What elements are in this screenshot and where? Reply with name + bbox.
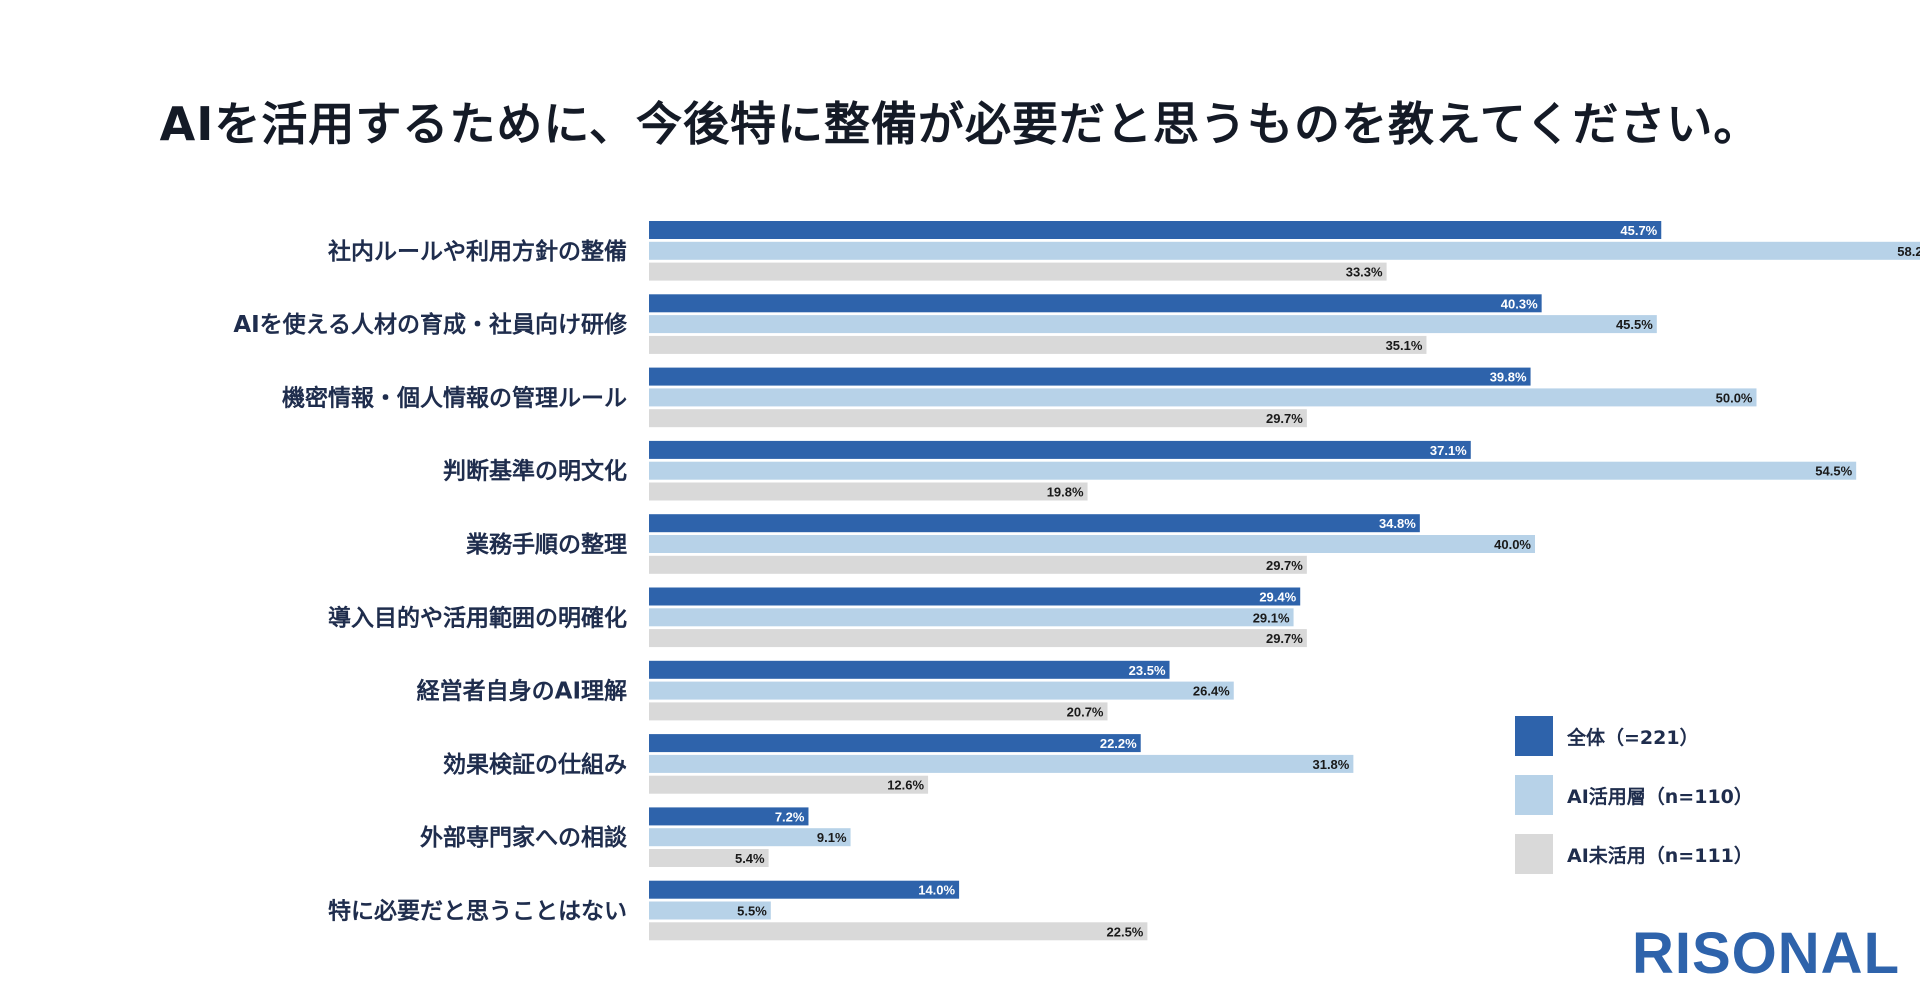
bar-ai-non-users — [649, 409, 1307, 428]
value-label-overall: 34.8% — [1379, 516, 1416, 531]
bar-overall — [649, 734, 1141, 753]
bar-overall — [649, 514, 1420, 533]
legend-item-overall: 全体（=221） — [1515, 716, 1753, 756]
value-label-ai-users: 31.8% — [1312, 757, 1349, 772]
legend-swatch-overall — [1515, 716, 1553, 756]
risonal-logo: RISONAL — [1632, 921, 1900, 986]
bar-overall — [649, 221, 1662, 239]
value-label-overall: 14.0% — [918, 883, 955, 898]
value-label-ai-users: 5.5% — [737, 904, 767, 919]
category-label: AIを使える人材の育成・社員向け研修 — [233, 311, 628, 338]
value-label-ai-non-users: 22.5% — [1107, 924, 1144, 939]
value-label-ai-users: 29.1% — [1253, 610, 1290, 625]
value-label-ai-users: 54.5% — [1815, 464, 1852, 479]
bar-ai-users — [649, 315, 1657, 334]
category-label: 判断基準の明文化 — [443, 458, 627, 485]
bar-overall — [649, 294, 1542, 313]
category-label: 外部専門家への相談 — [420, 824, 628, 851]
page-title: AIを活用するために、今後特に整備が必要だと思うものを教えてください。 — [159, 97, 1761, 151]
category-label: 特に必要だと思うことはない — [328, 898, 627, 925]
value-label-ai-users: 45.5% — [1616, 317, 1653, 332]
legend-label-ai-non-users: AI未活用（n=111） — [1567, 844, 1753, 867]
value-label-ai-non-users: 29.7% — [1266, 558, 1303, 573]
legend-swatch-ai-non-users — [1515, 834, 1553, 874]
value-label-ai-non-users: 12.6% — [887, 778, 924, 793]
value-label-overall: 37.1% — [1430, 443, 1467, 458]
bar-overall — [649, 807, 809, 826]
bar-ai-non-users — [649, 335, 1427, 354]
category-label: 経営者自身のAI理解 — [417, 678, 627, 705]
bar-ai-users — [649, 681, 1234, 700]
value-label-overall: 40.3% — [1501, 296, 1538, 311]
bar-ai-users — [649, 535, 1535, 553]
bar-ai-users — [649, 754, 1354, 773]
bar-ai-non-users — [649, 849, 769, 867]
legend-swatch-ai-users — [1515, 775, 1553, 815]
value-label-ai-non-users: 5.4% — [735, 851, 765, 866]
value-label-ai-non-users: 20.7% — [1067, 704, 1104, 719]
value-label-overall: 23.5% — [1129, 663, 1166, 678]
bar-ai-non-users — [649, 702, 1108, 721]
bar-ai-non-users — [649, 775, 929, 794]
bar-overall — [649, 367, 1531, 386]
value-label-ai-non-users: 29.7% — [1266, 411, 1303, 426]
value-label-ai-non-users: 29.7% — [1266, 631, 1303, 646]
bar-ai-non-users — [649, 262, 1387, 281]
value-label-overall: 39.8% — [1490, 370, 1527, 385]
bar-ai-non-users — [649, 555, 1307, 574]
value-label-ai-users: 26.4% — [1193, 684, 1230, 699]
legend-item-ai-non-users: AI未活用（n=111） — [1515, 834, 1753, 874]
value-label-overall: 29.4% — [1259, 590, 1296, 605]
bar-overall — [649, 587, 1301, 606]
bar-overall — [649, 660, 1170, 679]
legend: 全体（=221） AI活用層（n=110） AI未活用（n=111） — [1515, 716, 1753, 893]
category-label: 導入目的や活用範囲の明確化 — [328, 604, 627, 631]
bar-ai-users — [649, 241, 1920, 260]
bar-ai-users — [649, 828, 851, 847]
value-label-overall: 7.2% — [775, 809, 805, 824]
bar-ai-users — [649, 461, 1857, 480]
category-label: 機密情報・個人情報の管理ルール — [282, 384, 627, 411]
bar-ai-non-users — [649, 629, 1307, 648]
bar-ai-users — [649, 901, 771, 920]
bar-ai-users — [649, 608, 1294, 627]
value-label-overall: 22.2% — [1100, 736, 1137, 751]
value-label-overall: 45.7% — [1620, 223, 1657, 238]
value-label-ai-users: 40.0% — [1494, 537, 1531, 552]
value-label-ai-users: 50.0% — [1716, 390, 1753, 405]
category-label: 社内ルールや利用方針の整備 — [328, 238, 627, 265]
legend-label-ai-users: AI活用層（n=110） — [1567, 785, 1753, 808]
value-label-ai-users: 58.2% — [1897, 244, 1920, 259]
category-label: 業務手順の整理 — [465, 531, 627, 558]
bar-ai-users — [649, 388, 1757, 407]
bar-ai-non-users — [649, 922, 1148, 941]
bar-overall — [649, 880, 960, 899]
value-label-ai-non-users: 35.1% — [1386, 338, 1423, 353]
value-label-ai-users: 9.1% — [817, 830, 847, 845]
legend-label-overall: 全体（=221） — [1567, 726, 1699, 749]
category-label: 効果検証の仕組み — [443, 751, 627, 778]
bar-overall — [649, 440, 1471, 459]
legend-item-ai-users: AI活用層（n=110） — [1515, 775, 1753, 815]
value-label-ai-non-users: 19.8% — [1047, 485, 1084, 500]
value-label-ai-non-users: 33.3% — [1346, 265, 1383, 280]
bar-ai-non-users — [649, 482, 1088, 501]
